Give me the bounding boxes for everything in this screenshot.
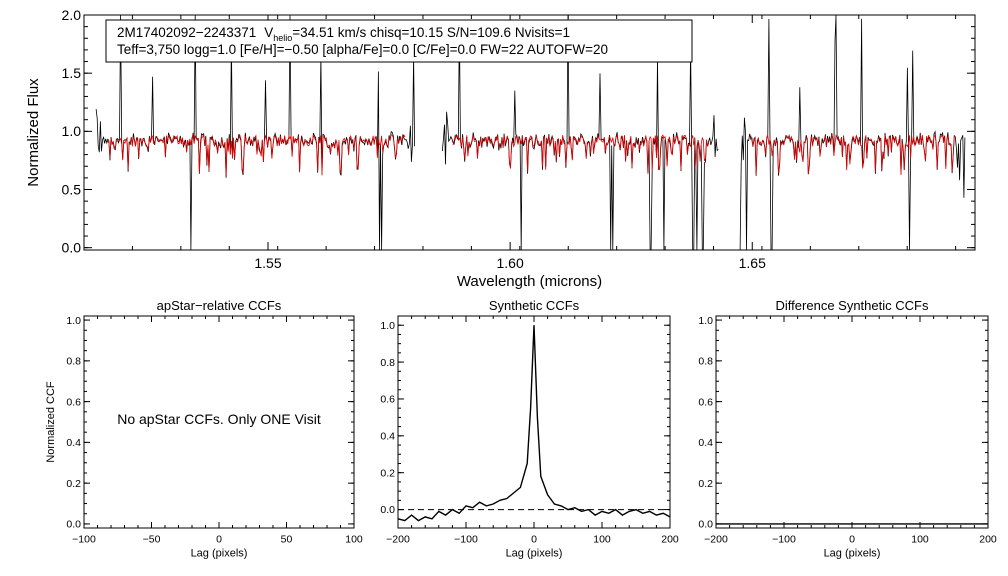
header-line1: 2M17402092−2243371 Vhelio=34.51 km/s chis…	[117, 25, 570, 43]
synthetic-ccf-xlabel: Lag (pixels)	[506, 548, 563, 560]
spectrum-ytick-label: 2.0	[62, 7, 82, 23]
synthetic-ccf-xtick-label: 100	[593, 534, 611, 546]
synthetic-ccf-ytick-label: 0.8	[380, 357, 395, 369]
difference-ccf-xtick-label: 200	[979, 534, 997, 546]
difference-ccf-ytick-label: 1.0	[698, 315, 713, 327]
apstar-ccf-ytick-label: 0.2	[66, 478, 81, 490]
model-spectrum-line-3	[750, 133, 956, 175]
apstar-ccf-ytick-label: 0.8	[66, 356, 81, 368]
difference-ccf-panel: −200 −100 0 100 200 0.0 0.2 0.4 0.6 0.8 1.0 Lag (pi…	[698, 298, 997, 560]
difference-ccf-xtick-label: 0	[849, 534, 855, 546]
model-spectrum-line-2	[452, 133, 710, 174]
spectrum-xtick-label: 1.60	[497, 255, 524, 271]
spectrum-ytick-label: 0.5	[62, 181, 82, 197]
no-ccf-annotation: No apStar CCFs. Only ONE Visit	[117, 411, 321, 427]
difference-ccf-xtick-label: −100	[772, 534, 796, 546]
synthetic-ccf-frame	[397, 315, 671, 529]
apstar-ccf-panel: −100 −50 0 50 100 0.0 0.2 0.4 0.6 0.8 1.0 Lag (pixe…	[45, 298, 363, 560]
apstar-ccf-title: apStar−relative CCFs	[157, 298, 282, 313]
header-frame	[105, 19, 693, 63]
synthetic-ccf-ytick-label: 0.6	[380, 394, 395, 406]
observed-spectrum-line-3	[739, 14, 966, 251]
apstar-ccf-xtick-label: 100	[345, 534, 363, 546]
synthetic-ccf-ytick-label: 0.0	[380, 504, 395, 516]
apstar-ccf-xtick-label: −100	[72, 534, 96, 546]
apstar-ccf-ytick-label: 0.4	[66, 437, 81, 449]
difference-ccf-xtick-label: 100	[911, 534, 929, 546]
synthetic-ccf-ytick-label: 0.2	[380, 467, 395, 479]
difference-ccf-xlabel: Lag (pixels)	[824, 548, 881, 560]
apstar-ccf-ylabel: Normalized CCF	[45, 381, 57, 463]
synthetic-ccf-xtick-label: −200	[386, 534, 410, 546]
apstar-ccf-xtick-label: 0	[216, 534, 222, 546]
apstar-ccf-xtick-label: 50	[281, 534, 293, 546]
synthetic-ccf-ccf-line	[397, 325, 671, 522]
synthetic-ccf-ytick-label: 1.0	[380, 320, 395, 332]
spectrum-xtick-label: 1.55	[254, 255, 281, 271]
header-box: 2M17402092−2243371 Vhelio=34.51 km/s chis…	[105, 19, 693, 63]
difference-ccf-ytick-label: 0.0	[698, 519, 713, 531]
model-spectrum-line-1	[106, 133, 406, 176]
synthetic-ccf-ytick-label: 0.4	[380, 431, 395, 443]
header-line2: Teff=3,750 logg=1.0 [Fe/H]=−0.50 [alpha/…	[117, 42, 608, 57]
spectrum-frame	[83, 14, 976, 251]
apstar-ccf-ytick-label: 0.0	[66, 519, 81, 531]
difference-ccf-ytick-label: 0.4	[698, 437, 713, 449]
apstar-ccf-xlabel: Lag (pixels)	[191, 548, 248, 560]
synthetic-ccf-title: Synthetic CCFs	[489, 298, 580, 313]
synthetic-ccf-xtick-label: 0	[531, 534, 537, 546]
spectrum-ytick-label: 0.0	[62, 240, 82, 256]
difference-ccf-ytick-label: 0.6	[698, 396, 713, 408]
synthetic-ccf-xtick-label: 200	[661, 534, 679, 546]
apstar-ccf-ytick-label: 0.6	[66, 396, 81, 408]
apstar-ccf-xtick-label: −50	[143, 534, 161, 546]
synthetic-ccf-xtick-label: −100	[454, 534, 478, 546]
spectrum-ytick-label: 1.0	[62, 123, 82, 139]
difference-ccf-ytick-label: 0.2	[698, 478, 713, 490]
difference-ccf-frame	[715, 315, 989, 529]
spectrum-xlabel: Wavelength (microns)	[457, 273, 602, 290]
difference-ccf-title: Difference Synthetic CCFs	[776, 298, 929, 313]
synthetic-ccf-panel: −200 −100 0 100 200 0.0 0.2 0.4 0.6 0.8 1.0 Lag (pi…	[380, 298, 679, 560]
difference-ccf-xtick-label: −200	[704, 534, 728, 546]
apstar-ccf-ytick-label: 1.0	[66, 315, 81, 327]
difference-ccf-ytick-label: 0.8	[698, 356, 713, 368]
spectrum-panel: 1.55 1.60 1.65 0.0 0.5 1.0 1.5 2.0 Wavelength (m…	[25, 7, 976, 290]
spectrum-xtick-label: 1.65	[739, 255, 766, 271]
spectrum-ylabel: Normalized Flux	[25, 78, 42, 187]
spectrum-ytick-label: 1.5	[62, 65, 82, 81]
